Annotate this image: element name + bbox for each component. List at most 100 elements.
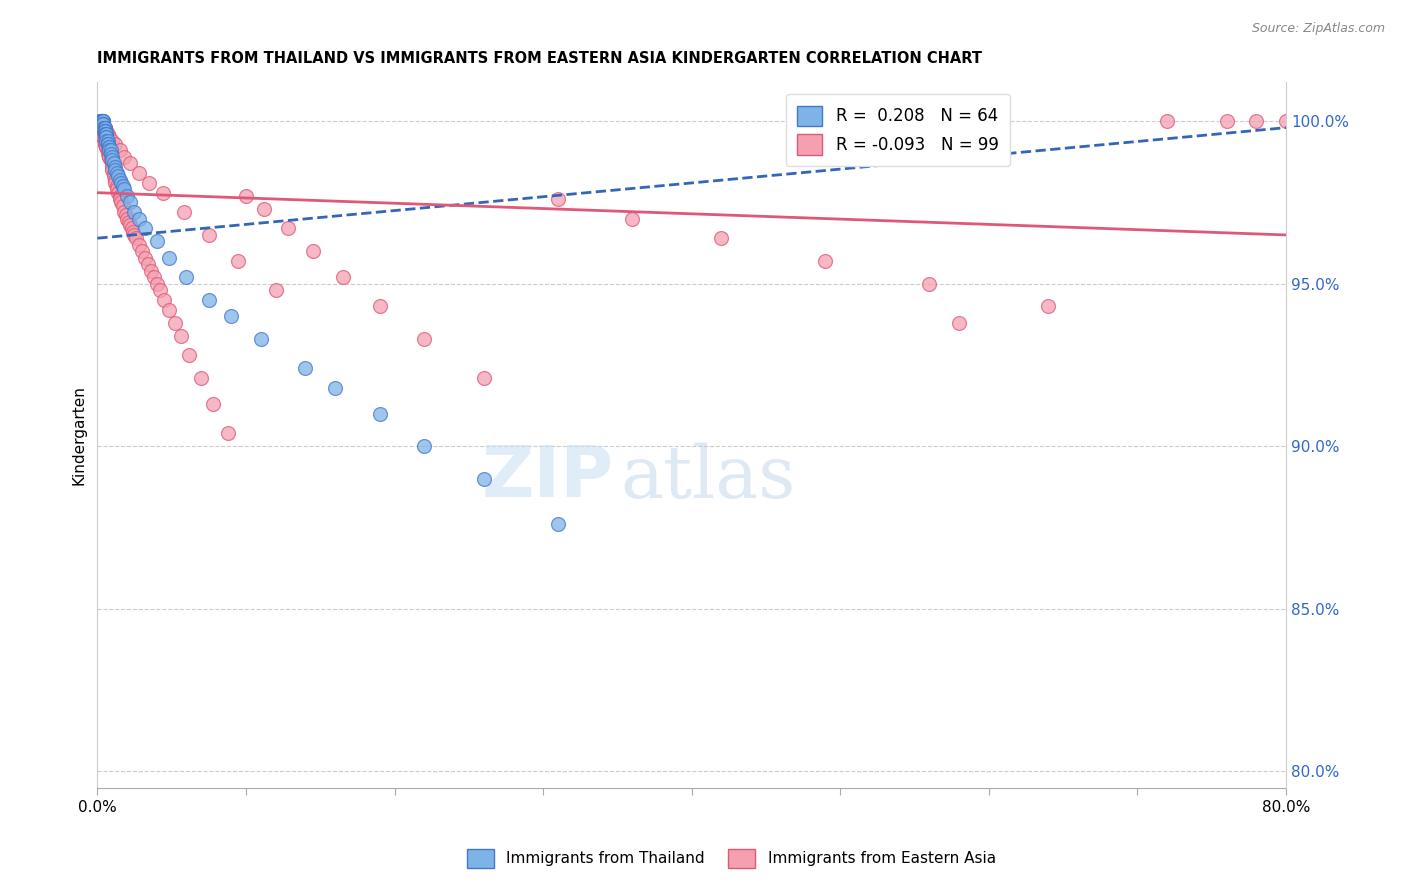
Point (918, 277, 941, 291)
Point (94, 130, 117, 145)
Point (89, 124, 111, 138)
Point (228, 254, 250, 268)
Point (1038, 300, 1060, 314)
Point (110, 195, 132, 210)
Point (1215, 114, 1237, 128)
Point (90, 124, 112, 138)
Point (91, 117, 114, 131)
Point (90, 114, 112, 128)
Point (97, 136, 120, 151)
Point (94, 120, 117, 135)
Point (197, 293, 219, 307)
Point (139, 264, 162, 278)
Point (277, 221, 299, 235)
Point (94, 124, 117, 138)
Point (91, 130, 114, 145)
Point (125, 231, 148, 245)
Point (101, 162, 124, 177)
Point (94, 120, 117, 135)
Point (1156, 114, 1178, 128)
Point (110, 176, 132, 190)
Point (94, 136, 117, 151)
Point (294, 361, 316, 376)
Point (163, 316, 186, 330)
Point (173, 205, 195, 219)
Point (117, 215, 139, 229)
Text: IMMIGRANTS FROM THAILAND VS IMMIGRANTS FROM EASTERN ASIA KINDERGARTEN CORRELATIO: IMMIGRANTS FROM THAILAND VS IMMIGRANTS F… (97, 51, 983, 66)
Point (94, 134, 117, 148)
Point (108, 144, 131, 158)
Point (96, 124, 118, 138)
Point (98, 130, 121, 145)
Point (146, 277, 169, 291)
Point (100, 144, 122, 158)
Point (97, 144, 120, 158)
Legend: R =  0.208   N = 64, R = -0.093   N = 99: R = 0.208 N = 64, R = -0.093 N = 99 (786, 94, 1010, 166)
Point (108, 172, 131, 186)
Point (122, 225, 145, 239)
Point (103, 169, 125, 184)
Point (128, 166, 150, 180)
Point (94, 127, 117, 141)
Point (98, 146, 121, 161)
Point (621, 211, 644, 226)
Point (136, 257, 159, 271)
Point (368, 407, 391, 421)
Point (98, 140, 121, 154)
Point (710, 231, 733, 245)
Point (118, 156, 141, 170)
Legend: Immigrants from Thailand, Immigrants from Eastern Asia: Immigrants from Thailand, Immigrants fro… (460, 843, 1002, 873)
Point (157, 251, 180, 265)
Point (98, 150, 121, 164)
Point (96, 136, 118, 151)
Point (97, 127, 120, 141)
Point (101, 160, 124, 174)
Point (89, 114, 111, 128)
Point (91, 117, 114, 131)
Point (142, 270, 165, 285)
Point (91, 117, 114, 131)
Point (332, 270, 354, 285)
Point (100, 153, 122, 168)
Point (134, 251, 156, 265)
Text: atlas: atlas (620, 442, 796, 513)
Point (253, 202, 276, 216)
Text: Source: ZipAtlas.com: Source: ZipAtlas.com (1251, 22, 1385, 36)
Point (98, 150, 121, 164)
Point (413, 332, 436, 346)
Point (128, 211, 150, 226)
Point (948, 316, 970, 330)
Point (97, 146, 120, 161)
Point (101, 153, 124, 168)
Point (89, 120, 111, 135)
Point (101, 134, 124, 148)
Point (368, 300, 391, 314)
Point (249, 332, 271, 346)
Point (96, 127, 118, 141)
Point (91, 114, 114, 128)
Point (264, 283, 287, 297)
Point (118, 218, 141, 232)
Point (105, 166, 128, 180)
Point (90, 120, 112, 135)
Point (179, 348, 201, 362)
Point (118, 195, 141, 210)
Point (323, 381, 346, 395)
Point (219, 310, 242, 324)
Point (100, 146, 122, 161)
Point (103, 166, 125, 180)
Point (90, 127, 112, 141)
Point (96, 127, 118, 141)
Point (413, 439, 436, 453)
Point (94, 124, 117, 138)
Point (96, 130, 118, 145)
Text: ZIP: ZIP (482, 442, 614, 512)
Point (190, 371, 212, 385)
Point (149, 283, 172, 297)
Point (176, 270, 198, 285)
Point (91, 127, 114, 141)
Point (547, 517, 569, 532)
Point (169, 328, 191, 343)
Point (121, 221, 143, 235)
Point (90, 114, 112, 128)
